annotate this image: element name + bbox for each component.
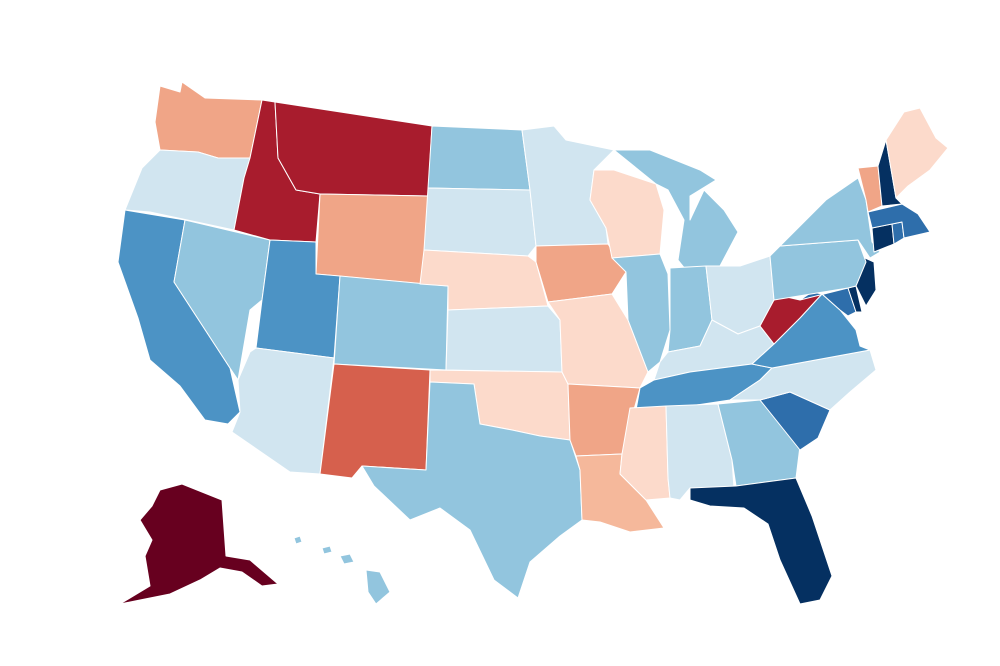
state-wy[interactable] [315, 193, 429, 285]
state-fl[interactable] [689, 477, 833, 605]
state-ny[interactable] [779, 177, 881, 259]
state-sd[interactable] [423, 187, 537, 257]
state-wa[interactable] [154, 81, 263, 159]
state-ak[interactable] [119, 483, 279, 605]
state-ma[interactable] [867, 203, 931, 239]
state-ct[interactable] [871, 223, 895, 253]
state-mt[interactable] [274, 101, 433, 197]
state-me[interactable] [885, 107, 949, 199]
state-mi[interactable] [613, 149, 739, 271]
state-nh[interactable] [877, 139, 903, 207]
state-tx[interactable] [361, 381, 583, 599]
state-co[interactable] [333, 275, 449, 371]
state-ks[interactable] [445, 305, 563, 373]
state-hi[interactable] [293, 535, 391, 605]
state-vt[interactable] [857, 165, 883, 213]
state-nd[interactable] [427, 125, 531, 191]
state-az[interactable] [231, 347, 335, 475]
state-nm[interactable] [319, 363, 431, 479]
